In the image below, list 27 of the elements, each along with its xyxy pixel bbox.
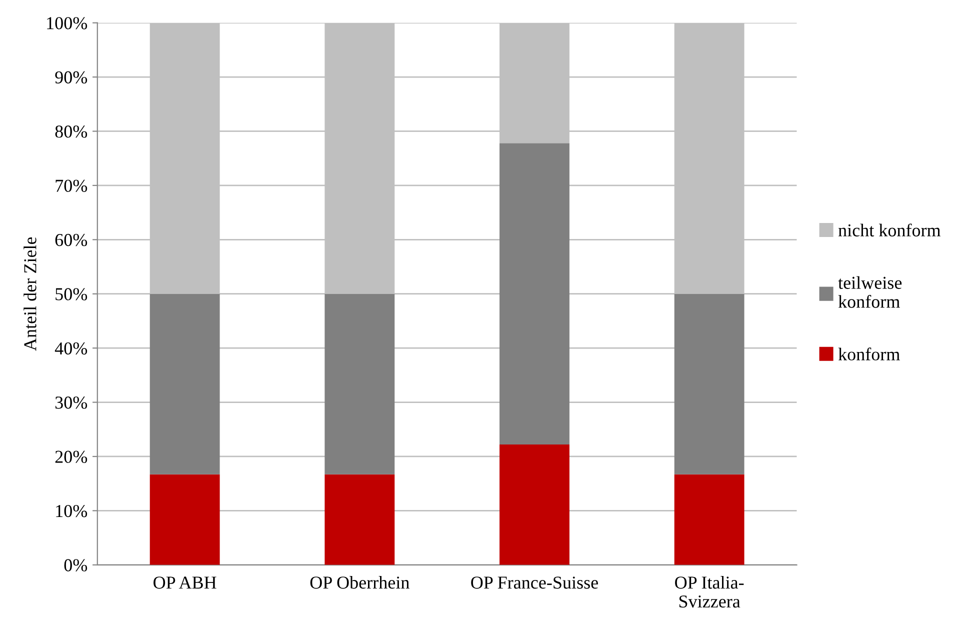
y-tick-label: 100% [47, 17, 88, 30]
bar [324, 474, 395, 565]
x-tick-label: OP Italia- Svizzera [675, 576, 744, 608]
y-tick-label: 50% [56, 288, 88, 300]
y-tick-label: 40% [54, 342, 88, 355]
y-tick-label: 20% [55, 450, 88, 463]
y-tick-label: 10% [56, 504, 88, 518]
y-tick-label: 90% [55, 71, 88, 84]
bar [324, 294, 395, 474]
y-tick-label: 60% [55, 234, 88, 246]
x-tick-label: OP Oberrhein [310, 576, 410, 589]
bar [150, 474, 220, 565]
legend-label: nicht konform [838, 224, 941, 236]
bar [150, 294, 220, 474]
bar [674, 294, 744, 474]
y-axis-title: Anteil der Ziele [24, 237, 36, 351]
y-tick-label: 70% [56, 180, 88, 192]
legend-label: teilweise konform [838, 276, 902, 308]
legend-label: konform [838, 348, 900, 360]
y-tick-label: 0% [64, 559, 88, 572]
y-tick-label: 80% [55, 125, 88, 138]
x-tick-label: OP France-Suisse [471, 576, 598, 589]
x-tick-label: OP ABH [154, 576, 216, 589]
bar [500, 444, 570, 565]
bar [674, 474, 744, 565]
bar [500, 143, 570, 445]
y-tick-label: 30% [55, 396, 88, 409]
